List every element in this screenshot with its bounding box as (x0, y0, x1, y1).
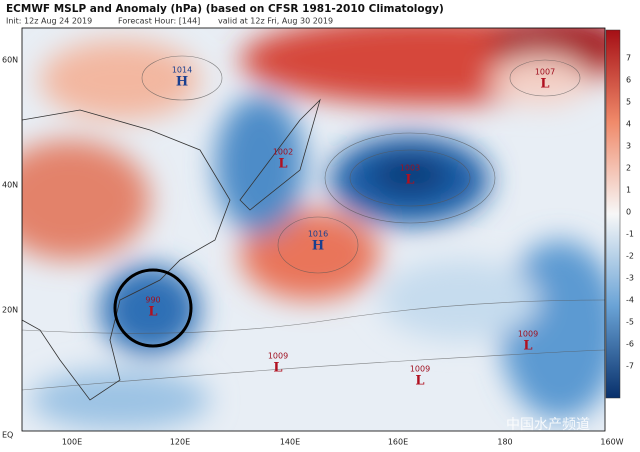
valid-time: valid at 12z Fri, Aug 30 2019 (218, 17, 333, 26)
colorbar-tick: -4 (626, 296, 634, 305)
center-value: 1009 (518, 330, 538, 339)
title: ECMWF MSLP and Anomaly (hPa) (based on C… (6, 3, 444, 15)
lon-label: 180 (497, 438, 512, 447)
colorbar-tick: 3 (626, 142, 631, 151)
lon-label: 140E (280, 438, 300, 447)
center-letter: L (405, 173, 414, 188)
colorbar-tick: -6 (626, 340, 634, 349)
lat-label: 20N (2, 306, 18, 315)
center-letter: H (176, 75, 188, 90)
colorbar-tick: -7 (626, 362, 634, 371)
forecast-hour: Forecast Hour: [144] (118, 17, 200, 26)
center-letter: H (312, 239, 324, 254)
center-letter: L (415, 374, 424, 389)
center-letter: L (273, 361, 282, 376)
lat-label: 60N (2, 56, 18, 65)
center-letter: L (540, 77, 549, 92)
center-value: 1014 (172, 66, 192, 75)
lon-label: 100E (62, 438, 82, 447)
center-value: 1009 (268, 352, 288, 361)
lon-label: 160W (600, 438, 623, 447)
colorbar-tick: -1 (626, 230, 634, 239)
colorbar-tick: 2 (626, 164, 631, 173)
init-time: Init: 12z Aug 24 2019 (6, 17, 92, 26)
center-letter: L (523, 339, 532, 354)
colorbar-tick: 6 (626, 76, 631, 85)
colorbar-tick: 4 (626, 120, 631, 129)
colorbar-tick: 1 (626, 186, 631, 195)
colorbar-tick: -3 (626, 274, 634, 283)
colorbar-tick: 5 (626, 98, 631, 107)
colorbar-tick: -2 (626, 252, 634, 261)
center-value: 1002 (273, 148, 293, 157)
map-field (22, 28, 605, 431)
colorbar-tick: -5 (626, 318, 634, 327)
center-value: 1016 (308, 230, 328, 239)
center-letter: L (148, 305, 157, 320)
center-value: 1003 (400, 164, 420, 173)
center-value: 990 (145, 296, 160, 305)
center-value: 1009 (410, 365, 430, 374)
watermark: 中国水产频道 (506, 417, 590, 433)
colorbar-tick: 7 (626, 54, 631, 63)
center-value: 1007 (535, 68, 555, 77)
lon-label: 160E (388, 438, 408, 447)
lat-label: 40N (2, 181, 18, 190)
lat-label: EQ (2, 431, 13, 440)
lon-label: 120E (170, 438, 190, 447)
center-letter: L (278, 157, 287, 172)
colorbar-tick: 0 (626, 208, 631, 217)
